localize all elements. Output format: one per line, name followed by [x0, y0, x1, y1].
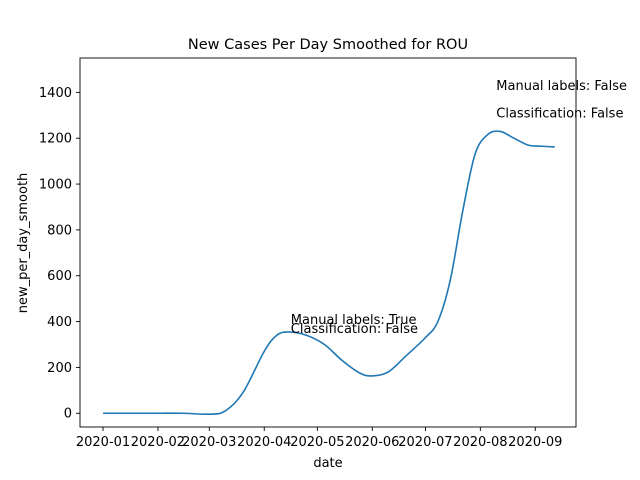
plot-frame: [79, 57, 577, 428]
y-tick-label: 400: [47, 315, 72, 330]
y-tick-label: 1200: [39, 132, 72, 147]
x-tick-label: 2020-02: [131, 435, 185, 450]
x-tick-label: 2020-07: [398, 435, 452, 450]
annotation-label: Classification: False: [496, 107, 623, 122]
x-tick-label: 2020-06: [345, 435, 399, 450]
y-tick-label: 600: [47, 269, 72, 284]
x-tick-label: 2020-03: [182, 435, 236, 450]
y-axis: 0 200 400 600 800 1000 1200 1400: [39, 86, 80, 422]
x-tick-label: 2020-09: [508, 435, 562, 450]
annotation-label: Classification: False: [291, 322, 418, 337]
annotation-label: Manual labels: True: [291, 313, 417, 328]
y-tick-label: 0: [64, 407, 72, 422]
y-tick-label: 200: [47, 361, 72, 376]
x-axis-label: date: [313, 456, 342, 471]
x-tick-label: 2020-01: [76, 435, 130, 450]
x-tick-label: 2020-08: [453, 435, 507, 450]
x-tick-label: 2020-05: [290, 435, 344, 450]
annotation-label: Manual labels: False: [496, 79, 627, 94]
x-tick-label: 2020-04: [237, 435, 291, 450]
y-axis-label: new_per_day_smooth: [16, 173, 31, 314]
series-line: [103, 130, 555, 416]
y-tick-label: 800: [47, 223, 72, 238]
chart-title: New Cases Per Day Smoothed for ROU: [188, 37, 468, 53]
y-tick-label: 1400: [39, 86, 72, 101]
y-tick-label: 1000: [39, 178, 72, 193]
